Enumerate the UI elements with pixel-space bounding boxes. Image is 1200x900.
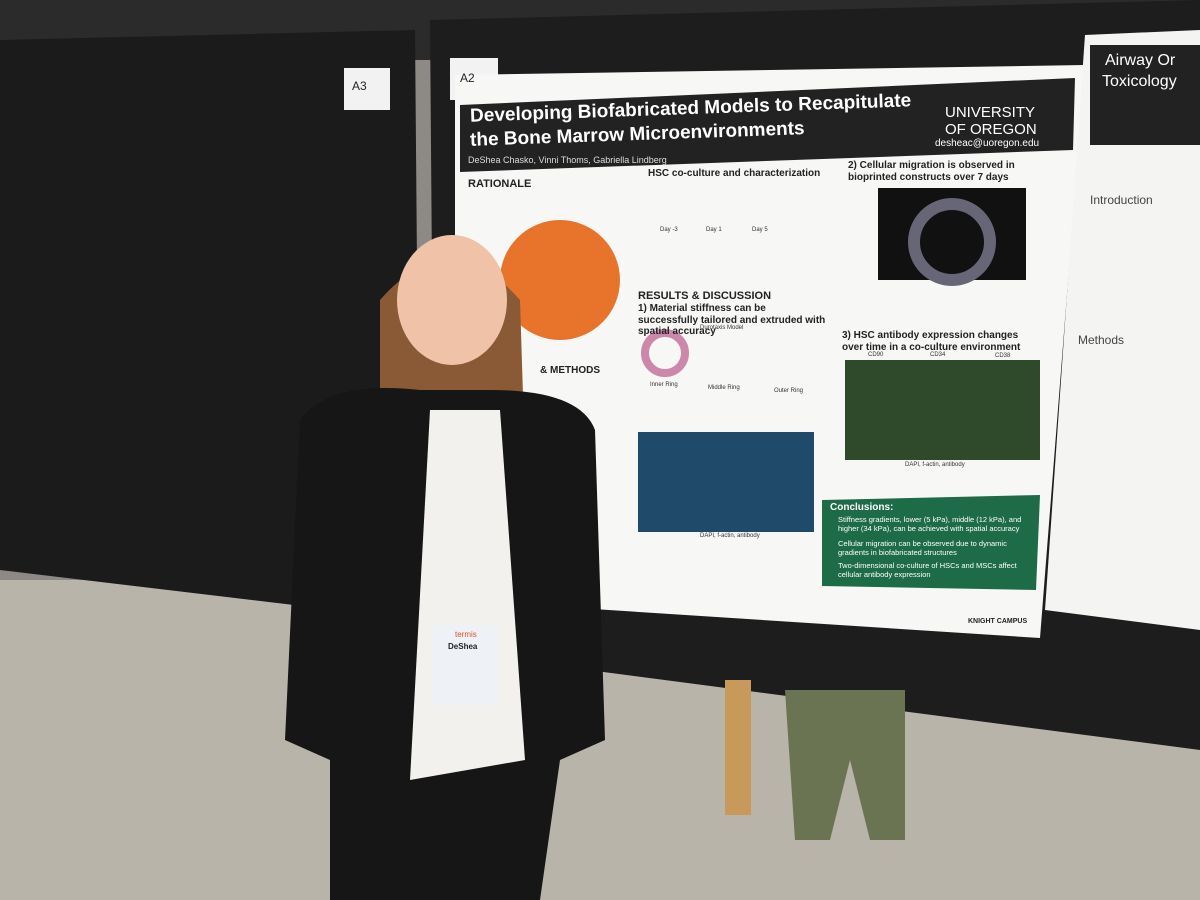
visitor-legs bbox=[785, 690, 905, 840]
side-poster bbox=[1045, 30, 1200, 630]
bone-marrow-diagram bbox=[500, 220, 620, 340]
stain-label: DAPI, f-actin, antibody bbox=[700, 533, 760, 539]
section-heading: & METHODS bbox=[540, 365, 600, 376]
conclusions-title: Conclusions: bbox=[830, 502, 894, 513]
marker-label: CD38 bbox=[995, 353, 1011, 359]
email: desheac@uoregon.edu bbox=[935, 138, 1040, 149]
conclusion: Two-dimensional co-culture of HSCs and M… bbox=[838, 561, 1017, 579]
section-heading: RESULTS & DISCUSSION bbox=[638, 290, 772, 302]
figure-label: Durotaxis Model bbox=[700, 325, 744, 331]
durotaxis-ring bbox=[641, 329, 689, 377]
section-heading: 2) Cellular migration is observed in bio… bbox=[848, 160, 1015, 183]
day-label: Day 5 bbox=[752, 227, 768, 233]
dapi-images bbox=[638, 432, 814, 532]
label-card bbox=[344, 68, 390, 110]
marker-label: CD90 bbox=[868, 352, 884, 358]
ring-construct bbox=[908, 198, 996, 286]
side-poster-title: Airway Or bbox=[1105, 52, 1176, 69]
ring-label: Inner Ring bbox=[650, 382, 678, 388]
ring-label: Middle Ring bbox=[708, 385, 740, 391]
board-label: A3 bbox=[352, 79, 367, 93]
antibody-images bbox=[845, 360, 1040, 460]
poster-authors: DeShea Chasko, Vinni Thoms, Gabriella Li… bbox=[468, 155, 667, 165]
badge-brand: termis bbox=[455, 630, 477, 639]
poster-header bbox=[460, 78, 1075, 172]
section-heading: 1) Material stiffness can be successfull… bbox=[638, 303, 826, 337]
side-poster-header bbox=[1090, 45, 1200, 145]
easel-leg bbox=[725, 680, 751, 815]
section-heading: 3) HSC antibody expression changes over … bbox=[842, 330, 1021, 353]
side-section: Methods bbox=[1078, 333, 1125, 347]
side-section: Introduction bbox=[1090, 193, 1153, 207]
section-heading: RATIONALE bbox=[468, 178, 532, 190]
board-label: A2 bbox=[460, 71, 475, 85]
footer-logo: KNIGHT CAMPUS bbox=[968, 618, 1028, 625]
stain-label: DAPI, f-actin, antibody bbox=[905, 462, 965, 468]
conclusions-box bbox=[822, 495, 1040, 590]
section-heading: HSC co-culture and characterization bbox=[648, 168, 821, 179]
university: UNIVERSITY OF OREGON bbox=[945, 104, 1037, 139]
day-label: Day 1 bbox=[706, 227, 722, 233]
marker-label: CD34 bbox=[930, 352, 946, 358]
side-poster-title: Toxicology bbox=[1102, 73, 1177, 90]
ring-label: Outer Ring bbox=[774, 388, 804, 394]
conclusion: Stiffness gradients, lower (5 kPa), midd… bbox=[838, 515, 1022, 533]
name-badge bbox=[432, 625, 498, 705]
badge-name: DeShea bbox=[448, 642, 478, 651]
day-label: Day -3 bbox=[660, 227, 678, 233]
conclusion: Cellular migration can be observed due t… bbox=[838, 539, 1007, 557]
face bbox=[397, 235, 507, 365]
